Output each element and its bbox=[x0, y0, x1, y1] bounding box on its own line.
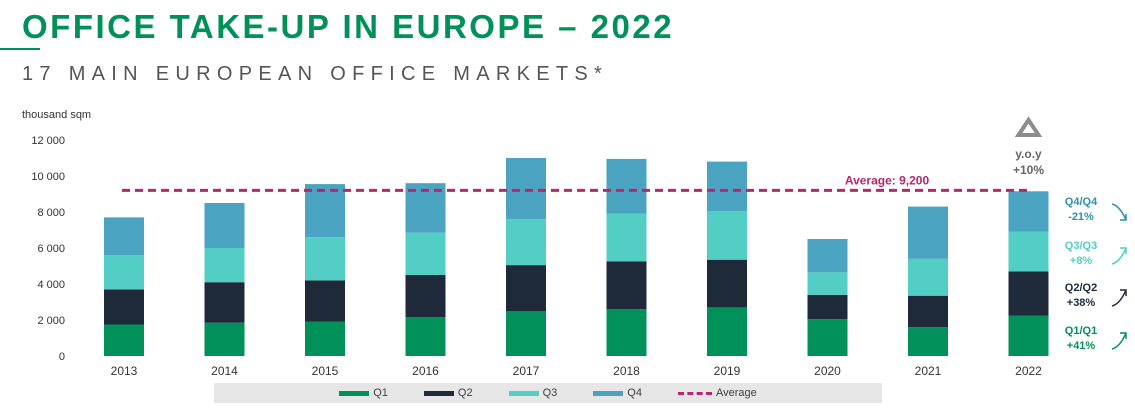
bar-q3-2014 bbox=[204, 248, 245, 283]
x-tick-label: 2021 bbox=[915, 364, 942, 378]
legend-item-q1: Q1 bbox=[339, 387, 388, 399]
legend-item-q2-swatch bbox=[423, 390, 454, 396]
y-tick-label: 8 000 bbox=[37, 207, 65, 219]
bar-q1-2019 bbox=[707, 307, 747, 356]
bar-q2-2016 bbox=[405, 275, 446, 318]
arrow-up-right-icon-head bbox=[1120, 332, 1127, 339]
legend-item-q1-swatch bbox=[339, 390, 370, 396]
arrow-up-right-icon-head bbox=[1120, 247, 1127, 254]
legend-item-q1-label: Q1 bbox=[373, 387, 388, 399]
arrow-down-right-icon-head bbox=[1120, 214, 1127, 221]
legend-item-average-swatch bbox=[677, 391, 712, 395]
bar-q3-2020 bbox=[807, 272, 848, 295]
quarter-change-label: Q1/Q1 bbox=[1065, 325, 1097, 337]
quarter-change-label: Q4/Q4 bbox=[1065, 196, 1098, 208]
bar-q4-2013 bbox=[104, 217, 144, 256]
bar-q2-2014 bbox=[204, 282, 245, 323]
bar-q4-2019 bbox=[707, 161, 747, 212]
quarter-change-label: Q2/Q2 bbox=[1065, 282, 1097, 294]
bar-q3-2015 bbox=[305, 237, 345, 281]
bar-q3-2016 bbox=[405, 232, 446, 275]
y-tick-label: 12 000 bbox=[31, 135, 65, 147]
yoy-value: +10% bbox=[1013, 163, 1044, 177]
bar-q4-2018 bbox=[606, 158, 647, 214]
legend-item-q4-label: Q4 bbox=[627, 387, 642, 399]
bar-q1-2015 bbox=[305, 321, 345, 356]
legend-item-q4-swatch bbox=[593, 390, 624, 396]
average-label: Average: 9,200 bbox=[845, 173, 930, 187]
bar-q4-2021 bbox=[908, 206, 948, 259]
bar-q3-2017 bbox=[506, 219, 546, 266]
quarter-change-value: +41% bbox=[1067, 340, 1096, 352]
y-tick-label: 2 000 bbox=[37, 315, 65, 327]
bar-q4-2014 bbox=[204, 203, 245, 248]
y-axis-label: thousand sqm bbox=[22, 109, 91, 121]
title-underline bbox=[0, 48, 40, 50]
bar-q1-2021 bbox=[908, 327, 948, 356]
bar-q2-2022 bbox=[1008, 271, 1049, 316]
bar-q3-2019 bbox=[707, 211, 747, 260]
bar-q4-2015 bbox=[305, 184, 345, 238]
legend-item-q3-label: Q3 bbox=[542, 387, 558, 399]
y-tick-label: 0 bbox=[59, 351, 65, 363]
y-tick-label: 4 000 bbox=[37, 279, 65, 291]
bar-q2-2020 bbox=[807, 294, 848, 320]
bar-q2-2017 bbox=[506, 265, 546, 311]
arrow-down-right-icon bbox=[1111, 203, 1127, 221]
up-triangle-icon bbox=[1014, 116, 1043, 137]
bar-q1-2017 bbox=[506, 311, 546, 356]
x-tick-label: 2022 bbox=[1015, 364, 1042, 378]
x-tick-label: 2013 bbox=[111, 364, 138, 378]
x-tick-label: 2017 bbox=[513, 364, 540, 378]
bar-q4-2017 bbox=[506, 158, 546, 220]
bar-q1-2018 bbox=[606, 309, 647, 356]
chart-legend: Q1 Q2 Q3 Q4 Average bbox=[214, 383, 882, 403]
bar-q2-2015 bbox=[305, 280, 345, 322]
legend-item-average-label: Average bbox=[715, 387, 757, 399]
chart-title: OFFICE TAKE-UP IN EUROPE – 2022 bbox=[22, 8, 675, 45]
quarter-change-value: +8% bbox=[1070, 255, 1093, 267]
legend-item-q2-label: Q2 bbox=[457, 387, 473, 399]
bar-q2-2021 bbox=[908, 295, 948, 328]
bar-q1-2016 bbox=[405, 317, 446, 356]
bar-q3-2022 bbox=[1008, 231, 1049, 272]
x-tick-label: 2018 bbox=[613, 364, 640, 378]
quarter-change-label: Q3/Q3 bbox=[1065, 240, 1097, 252]
bar-q4-2020 bbox=[807, 239, 848, 273]
legend-item-q3: Q3 bbox=[508, 387, 558, 399]
bar-q2-2018 bbox=[606, 261, 647, 310]
bar-q4-2022 bbox=[1008, 191, 1049, 232]
bar-q3-2013 bbox=[104, 255, 144, 290]
arrow-up-right-icon-head bbox=[1120, 289, 1127, 296]
legend-item-q4: Q4 bbox=[593, 387, 642, 399]
x-tick-label: 2016 bbox=[412, 364, 439, 378]
quarter-change-value: -21% bbox=[1068, 211, 1094, 223]
legend-item-q2: Q2 bbox=[423, 387, 473, 399]
arrow-up-right-icon bbox=[1111, 289, 1127, 307]
yoy-label: y.o.y bbox=[1015, 147, 1042, 161]
chart-subtitle: 17 MAIN EUROPEAN OFFICE MARKETS* bbox=[22, 63, 609, 85]
bar-q3-2018 bbox=[606, 213, 647, 262]
arrow-up-right-icon bbox=[1111, 332, 1127, 350]
x-tick-label: 2014 bbox=[211, 364, 238, 378]
bar-q1-2022 bbox=[1008, 315, 1049, 356]
quarter-change-value: +38% bbox=[1067, 297, 1096, 309]
bar-q1-2020 bbox=[807, 319, 848, 356]
legend-item-q3-swatch bbox=[508, 390, 539, 396]
x-tick-label: 2020 bbox=[814, 364, 841, 378]
bar-q1-2014 bbox=[204, 322, 245, 356]
bar-q2-2013 bbox=[104, 289, 144, 325]
y-tick-label: 10 000 bbox=[31, 171, 65, 183]
arrow-up-right-icon bbox=[1111, 247, 1127, 265]
x-tick-label: 2019 bbox=[714, 364, 741, 378]
y-tick-label: 6 000 bbox=[37, 243, 65, 255]
legend-item-average: Average bbox=[677, 387, 757, 399]
bar-q2-2019 bbox=[707, 259, 747, 308]
bar-q3-2021 bbox=[908, 258, 948, 296]
x-tick-label: 2015 bbox=[312, 364, 339, 378]
bar-q1-2013 bbox=[104, 324, 144, 356]
